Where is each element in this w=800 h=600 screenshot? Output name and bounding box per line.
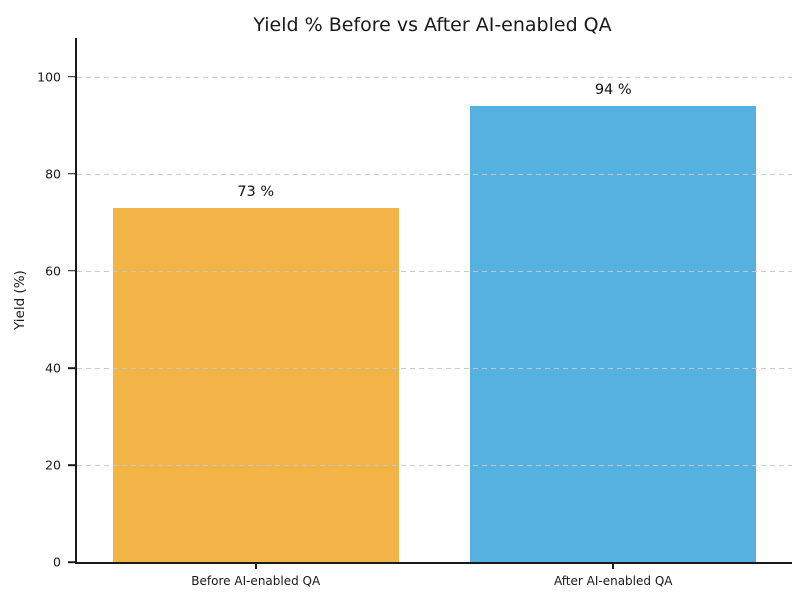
plot-area: 73 % Before AI-enabled QA 94 % After AI-ena… bbox=[37, 38, 792, 588]
bar-value-label: 73 % bbox=[237, 183, 275, 200]
x-tick-mark bbox=[612, 564, 615, 569]
y-axis-label: Yield (%) bbox=[12, 270, 28, 330]
gridline bbox=[77, 76, 792, 79]
x-tick-mark bbox=[254, 564, 257, 569]
y-tick-label: 100 bbox=[37, 69, 61, 85]
y-tick-label: 20 bbox=[45, 457, 61, 473]
y-tick-mark bbox=[68, 76, 75, 78]
y-tick-mark bbox=[68, 270, 75, 272]
y-tick-mark bbox=[68, 561, 75, 563]
bar-before-ai-enabled-qa bbox=[112, 207, 399, 562]
chart-title: Yield % Before vs After AI-enabled QA bbox=[253, 14, 612, 36]
y-tick-label: 60 bbox=[45, 263, 61, 279]
gridline bbox=[77, 270, 792, 273]
x-tick-label: After AI-enabled QA bbox=[554, 574, 673, 588]
bar-value-label: 94 % bbox=[594, 81, 632, 98]
y-tick-label: 80 bbox=[45, 166, 61, 182]
y-tick-mark bbox=[68, 464, 75, 466]
gridline bbox=[77, 367, 792, 370]
y-tick-label: 0 bbox=[53, 554, 61, 570]
x-tick-label: Before AI-enabled QA bbox=[191, 574, 321, 588]
y-tick-label: 40 bbox=[45, 360, 61, 376]
gridline bbox=[77, 464, 792, 467]
bar-after-ai-enabled-qa bbox=[470, 105, 757, 562]
y-tick-mark bbox=[68, 173, 75, 175]
gridline bbox=[77, 173, 792, 176]
y-tick-mark bbox=[68, 367, 75, 369]
